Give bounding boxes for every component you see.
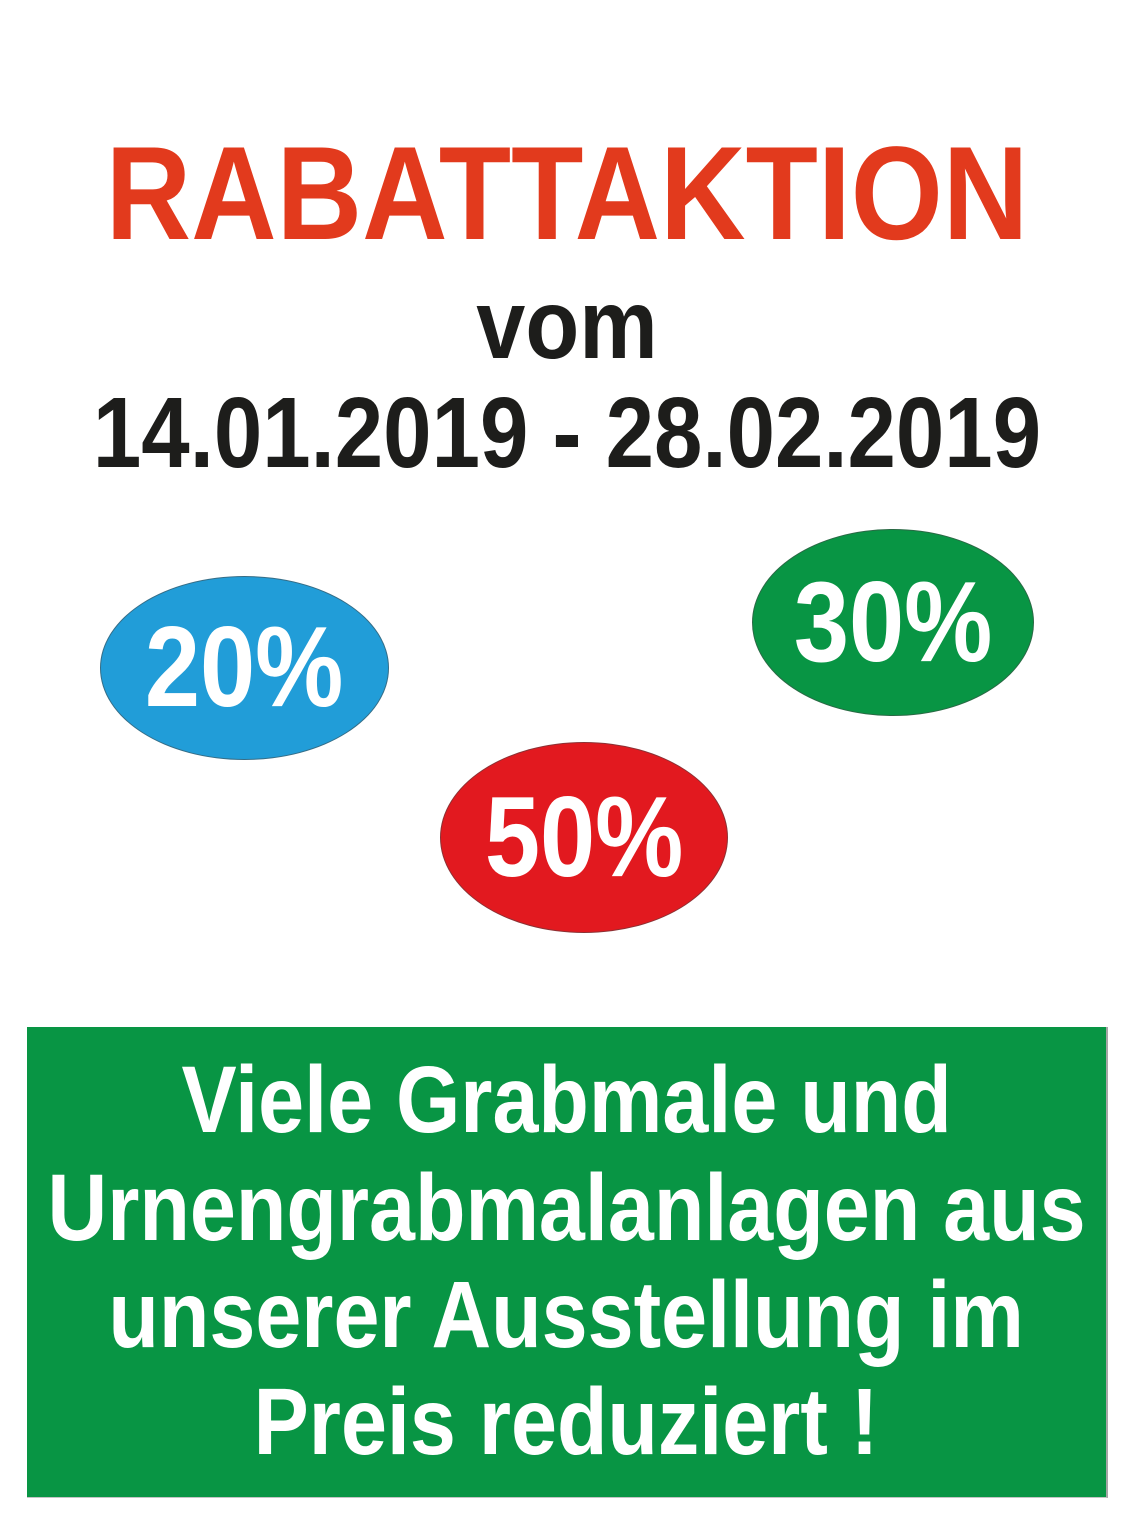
promo-subtitle: vom <box>476 269 658 379</box>
discount-badge-50: 50% <box>440 742 728 933</box>
banner-line-3: unserer Ausstellung im <box>108 1262 1025 1368</box>
promo-title: RABATTAKTION <box>105 120 1029 268</box>
banner-line-1: Viele Grabmale und <box>181 1047 952 1154</box>
banner-line-4: Preis reduziert ! <box>254 1369 879 1476</box>
discount-badge-30-label: 30% <box>793 558 993 686</box>
promo-date-range: 14.01.2019 - 28.02.2019 <box>92 377 1042 489</box>
discount-badge-20-label: 20% <box>145 604 344 731</box>
promo-banner: Viele Grabmale und Urnengrabmalanlagen a… <box>27 1027 1108 1498</box>
discount-badge-30: 30% <box>752 529 1034 716</box>
discount-badge-50-label: 50% <box>484 773 684 901</box>
discount-badge-20: 20% <box>100 576 389 760</box>
banner-line-2: Urnengrabmalanlagen aus <box>47 1154 1086 1261</box>
